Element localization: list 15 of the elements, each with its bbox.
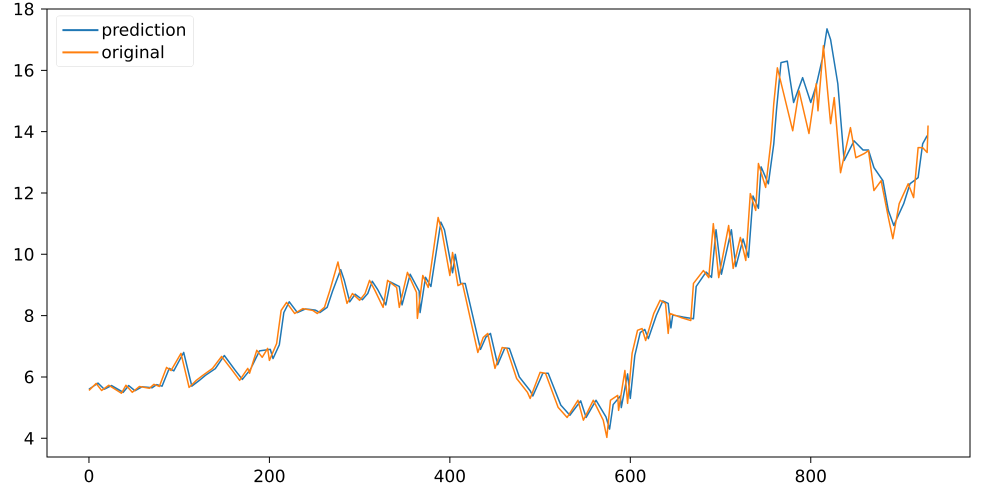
y-tick-label: 6 xyxy=(24,370,34,384)
y-tick-label: 8 xyxy=(24,309,34,322)
x-tick-label: 400 xyxy=(434,470,465,482)
x-tick-label: 0 xyxy=(84,470,94,482)
y-tick-label: 10 xyxy=(14,248,34,261)
x-tick-label: 200 xyxy=(254,470,284,482)
y-tick-label: 12 xyxy=(14,186,33,200)
y-tick-label: 16 xyxy=(14,64,34,77)
legend-label: original xyxy=(102,45,164,62)
x-tick-label: 800 xyxy=(796,470,826,482)
y-tick-label: 18 xyxy=(14,2,34,16)
y-tick-label: 14 xyxy=(14,125,34,138)
y-tick-label: 4 xyxy=(24,432,34,444)
x-tick-label: 600 xyxy=(615,470,646,482)
legend-label: prediction xyxy=(102,22,185,40)
